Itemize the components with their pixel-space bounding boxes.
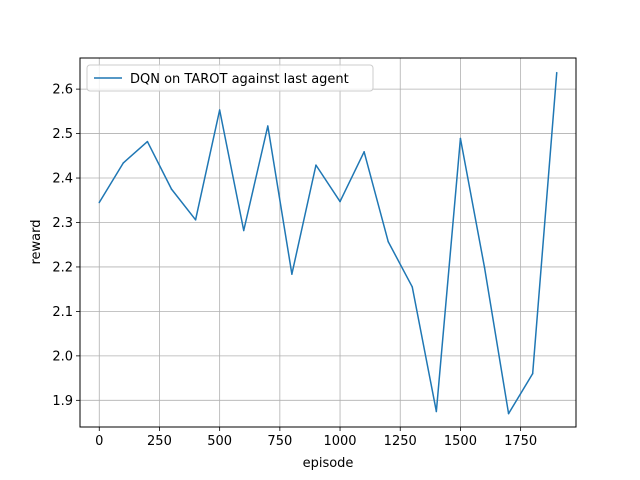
data-point xyxy=(531,372,534,375)
y-tick-label: 2.4 xyxy=(52,172,73,187)
y-tick-label: 2.2 xyxy=(52,260,73,275)
data-point xyxy=(363,151,365,153)
data-point xyxy=(411,286,414,288)
series-line xyxy=(98,72,558,415)
y-tick-label: 2.3 xyxy=(52,216,73,231)
ticks: 0 250 500 750 1000 1250 1500 1750 1.9 2.0 2.1 2.2 2.… xyxy=(52,83,537,449)
data-point xyxy=(315,164,317,166)
y-tick-label: 2.0 xyxy=(52,349,73,364)
x-tick-label: 1250 xyxy=(384,434,417,449)
legend-box xyxy=(86,64,374,92)
data-point xyxy=(98,201,101,204)
x-tick-label: 1000 xyxy=(323,434,356,449)
data-point xyxy=(122,162,125,164)
y-tick-label: 2.6 xyxy=(52,83,73,98)
y-tick-label: 2.1 xyxy=(52,305,73,320)
data-point xyxy=(483,266,486,269)
x-tick-label: 0 xyxy=(95,434,103,449)
data-point xyxy=(194,219,197,221)
series-layer xyxy=(98,71,558,415)
data-point xyxy=(170,188,173,190)
data-point xyxy=(242,229,245,232)
data-point xyxy=(459,137,462,140)
x-tick-label: 1500 xyxy=(444,434,477,449)
legend-label: DQN on TAROT against last agent xyxy=(130,72,349,87)
y-axis-label: reward xyxy=(29,219,44,264)
plot-frame xyxy=(79,57,577,428)
y-tick-label: 2.5 xyxy=(52,127,73,142)
data-point xyxy=(146,140,149,143)
data-point xyxy=(291,273,293,275)
data-point xyxy=(555,71,558,74)
data-point xyxy=(387,240,389,243)
data-point xyxy=(435,410,438,413)
x-tick-label: 500 xyxy=(207,434,232,449)
x-tick-label: 250 xyxy=(147,434,172,449)
data-point xyxy=(267,125,269,127)
x-tick-label: 750 xyxy=(267,434,292,449)
grid xyxy=(80,58,576,427)
x-axis-label: episode xyxy=(303,456,354,471)
y-tick-label: 1.9 xyxy=(52,394,73,409)
data-point xyxy=(507,412,510,415)
legend: DQN on TAROT against last agent xyxy=(86,64,374,92)
data-point xyxy=(339,200,341,203)
x-tick-label: 1750 xyxy=(504,434,537,449)
data-point xyxy=(218,109,221,111)
